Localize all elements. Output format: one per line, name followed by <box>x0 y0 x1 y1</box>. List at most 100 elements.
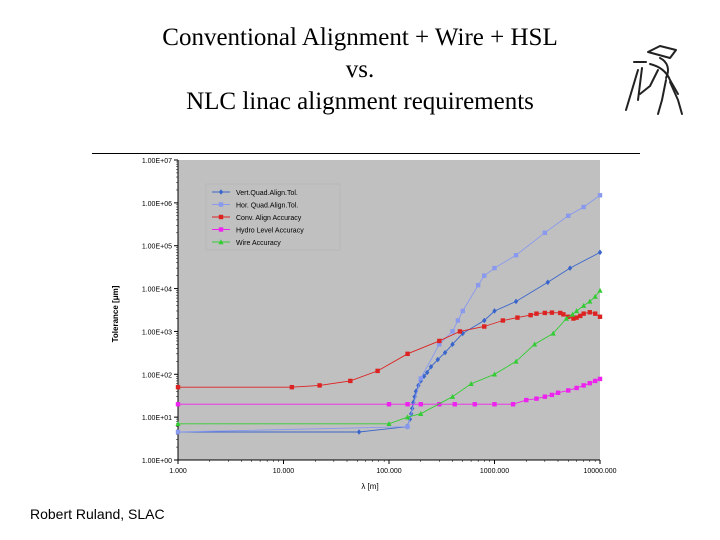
data-point <box>386 420 392 426</box>
legend-swatch-marker <box>218 189 224 195</box>
data-point <box>542 230 548 236</box>
data-point <box>405 351 410 357</box>
series-2 <box>175 193 603 435</box>
x-tick-label: 1000.000 <box>480 468 509 475</box>
data-point <box>513 358 519 364</box>
y-tick-label: 1.00E+07 <box>142 158 172 165</box>
data-point <box>475 282 481 288</box>
data-point <box>549 392 555 398</box>
data-point <box>450 341 455 348</box>
data-point <box>573 308 580 314</box>
title-line-2: vs. <box>345 56 375 83</box>
data-point <box>597 376 603 382</box>
data-point <box>468 380 474 386</box>
data-point <box>592 311 598 316</box>
data-point <box>597 314 603 319</box>
data-point <box>542 394 548 399</box>
data-point <box>578 313 583 319</box>
data-point <box>566 213 571 218</box>
title-line-3: NLC linac alignment requirements <box>186 88 534 115</box>
y-tick-label: 1.00E+04 <box>142 287 172 294</box>
data-point <box>404 414 411 420</box>
data-point <box>492 402 497 407</box>
data-point <box>581 204 586 210</box>
data-point <box>597 249 603 256</box>
surveyor-illustration <box>625 45 683 115</box>
data-point <box>587 298 593 304</box>
legend-entry: Hor. Quad.Align.Tol. <box>236 203 298 210</box>
data-point <box>574 315 579 320</box>
data-point <box>592 293 598 299</box>
data-point <box>375 368 380 374</box>
data-point <box>597 193 603 198</box>
footer-author: Robert Ruland, SLAC <box>30 506 165 522</box>
data-point <box>581 383 586 388</box>
data-point <box>574 385 579 391</box>
data-point <box>175 384 181 390</box>
y-axis-label: Tolerance [μm] <box>111 285 120 342</box>
data-point <box>412 393 417 400</box>
x-tick-label: 1.000 <box>169 468 187 475</box>
data-point <box>534 396 539 401</box>
data-point <box>597 287 603 293</box>
data-point <box>418 376 423 381</box>
data-point <box>428 363 434 370</box>
data-point <box>356 429 362 435</box>
y-tick-label: 1.00E+01 <box>142 415 172 422</box>
data-point <box>435 356 440 363</box>
data-point <box>482 317 487 324</box>
data-point <box>437 338 442 344</box>
data-point <box>570 311 576 317</box>
data-point <box>418 402 423 407</box>
data-point <box>482 273 487 278</box>
series-layer <box>175 193 603 435</box>
title-line-1: Conventional Alignment + Wire + HSL <box>162 24 558 51</box>
data-point <box>413 388 419 395</box>
data-point <box>457 329 463 334</box>
data-point <box>452 402 457 407</box>
series-3 <box>175 310 603 390</box>
x-axis-label: λ [m] <box>361 482 378 491</box>
legend-swatch-marker <box>218 214 224 220</box>
data-point <box>566 388 571 393</box>
legend-entry: Vert.Quad.Align.Tol. <box>236 190 298 197</box>
data-point <box>460 308 465 314</box>
legend-swatch-marker <box>218 227 224 232</box>
legend-entry: Wire Accuracy <box>236 240 281 247</box>
data-point <box>581 311 586 316</box>
data-point <box>424 369 430 376</box>
series-5 <box>175 287 603 426</box>
data-point <box>442 349 448 356</box>
data-point <box>532 341 538 347</box>
data-point <box>175 429 181 435</box>
y-tick-label: 1.00E+05 <box>142 244 172 251</box>
y-tick-label: 1.00E+00 <box>142 458 172 465</box>
data-point <box>449 393 456 399</box>
data-point <box>418 410 424 416</box>
data-point <box>587 310 592 315</box>
data-point <box>592 378 598 384</box>
y-tick-label: 1.00E+06 <box>142 201 172 208</box>
data-point <box>513 298 519 305</box>
axes: 1.00E+00 1.00E+01 1.00E+02 1.00E+03 1.00E+04… <box>142 158 617 475</box>
data-point <box>581 302 587 308</box>
y-tick-label: 1.00E+02 <box>142 372 172 379</box>
data-point <box>455 318 461 323</box>
data-point <box>528 312 533 318</box>
slide-title: Conventional Alignment + Wire + HSL vs. … <box>90 22 630 118</box>
data-point <box>545 279 550 286</box>
x-tick-label: 10.000 <box>273 468 295 475</box>
data-point <box>460 330 465 337</box>
data-point <box>437 342 442 347</box>
data-point <box>175 402 181 407</box>
data-point <box>558 310 563 316</box>
data-point <box>500 318 506 323</box>
data-point <box>492 308 497 314</box>
data-point <box>567 265 573 271</box>
data-point <box>405 402 410 407</box>
legend-entry: Conv. Align Accuracy <box>236 215 302 222</box>
data-point <box>550 330 556 336</box>
y-tick-label: 1.00E+03 <box>142 329 172 336</box>
data-point <box>348 378 353 384</box>
data-point <box>524 397 529 403</box>
